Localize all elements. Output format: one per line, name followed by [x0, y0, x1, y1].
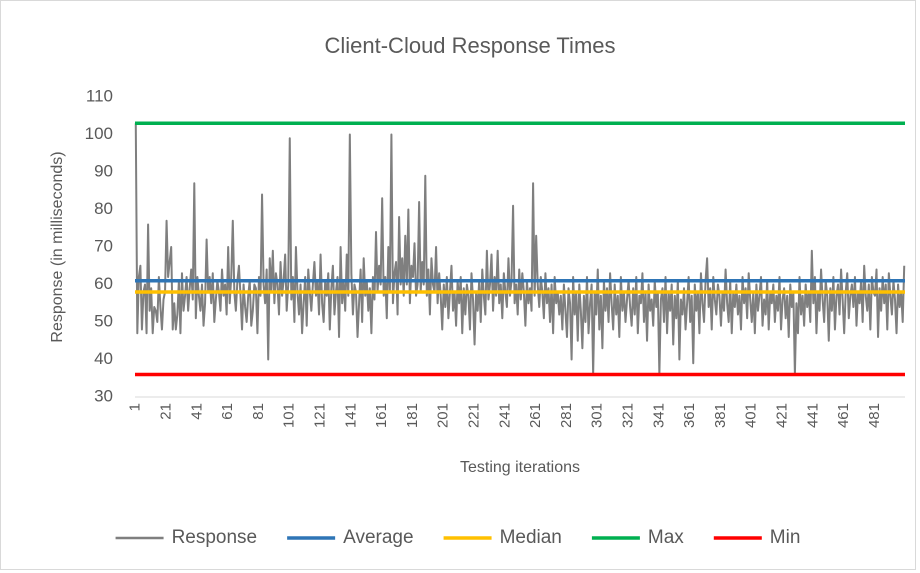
x-tick-label: 281 [558, 403, 575, 428]
chart-title: Client-Cloud Response Times [324, 33, 615, 58]
x-tick-label: 461 [835, 403, 852, 428]
x-tick-label: 361 [681, 403, 698, 428]
y-tick-label: 50 [94, 311, 113, 330]
x-tick-label: 261 [527, 403, 544, 428]
x-tick-label: 161 [373, 403, 390, 428]
x-tick-label: 481 [866, 403, 883, 428]
response-line [134, 123, 906, 376]
x-tick-label: 221 [466, 403, 483, 428]
x-tick-label: 401 [743, 403, 760, 428]
y-tick-label: 40 [94, 349, 113, 368]
x-tick-label: 441 [804, 403, 821, 428]
x-tick-label: 341 [650, 403, 667, 428]
x-tick-label: 61 [219, 403, 236, 420]
y-tick-label: 90 [94, 161, 113, 180]
x-tick-label: 21 [158, 403, 175, 420]
x-tick-label: 1 [127, 403, 144, 411]
y-tick-label: 30 [94, 386, 113, 405]
x-tick-label: 141 [342, 403, 359, 428]
y-tick-label: 100 [85, 124, 113, 143]
legend-label: Response [172, 527, 258, 548]
y-tick-label: 80 [94, 199, 113, 218]
x-tick-label: 101 [281, 403, 298, 428]
legend-label: Median [500, 527, 562, 548]
x-tick-label: 241 [496, 403, 513, 428]
x-tick-label: 301 [589, 403, 606, 428]
y-tick-label: 110 [86, 86, 113, 105]
y-tick-label: 60 [94, 274, 113, 293]
x-tick-label: 81 [250, 403, 267, 420]
x-tick-label: 41 [188, 403, 205, 420]
x-tick-label: 421 [774, 403, 791, 428]
legend-label: Min [770, 527, 801, 548]
y-axis-title: Response (in milliseconds) [49, 151, 66, 342]
x-tick-label: 181 [404, 403, 421, 428]
x-axis-title: Testing iterations [460, 459, 580, 476]
x-tick-label: 321 [620, 403, 637, 428]
x-tick-label: 121 [312, 403, 329, 428]
legend-label: Max [648, 527, 684, 548]
legend-label: Average [343, 527, 413, 548]
y-tick-label: 70 [94, 236, 113, 255]
x-tick-label: 201 [435, 403, 452, 428]
x-tick-label: 381 [712, 403, 729, 428]
